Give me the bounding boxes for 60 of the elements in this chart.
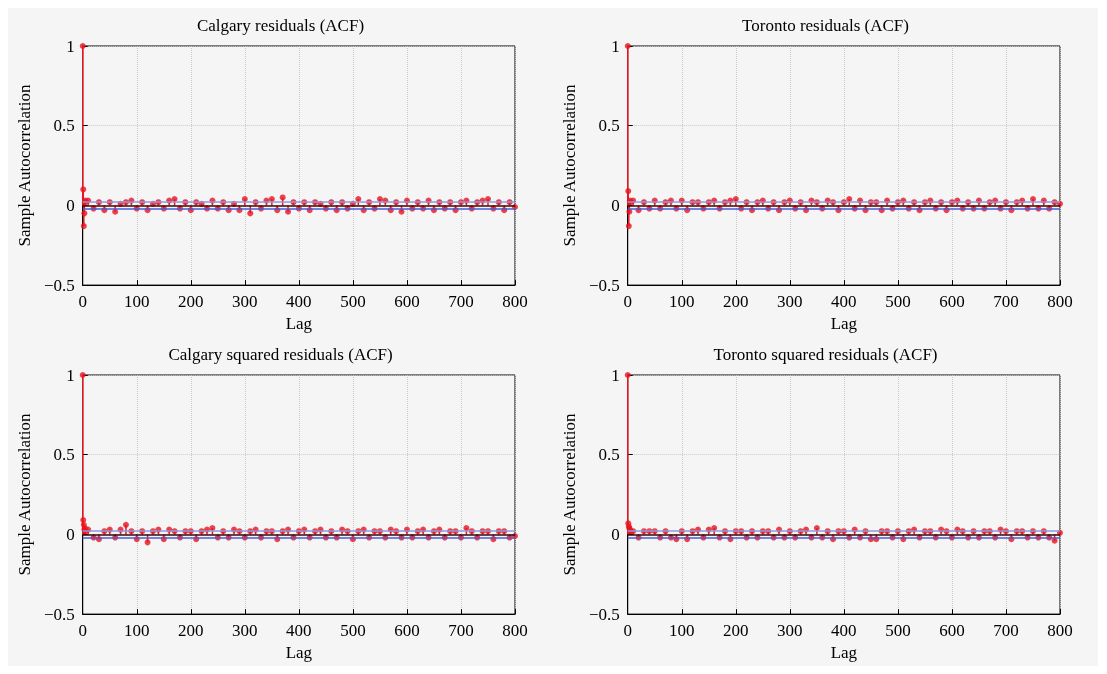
x-tick-label: 500 [340,292,366,312]
x-axis-title: Lag [285,314,313,333]
x-tick-label: 600 [939,621,965,641]
x-axis-title: Lag [285,643,313,662]
x-tick-label: 500 [885,621,911,641]
x-tick-label: 100 [124,292,150,312]
y-tick-label: 0.5 [53,116,75,136]
x-tick-label: 800 [1047,292,1073,312]
y-axis-title: Sample Autocorrelation [15,84,34,247]
y-tick-label: −0.5 [43,604,75,624]
x-tick-label: 200 [723,621,749,641]
y-axis-title: Sample Autocorrelation [560,84,579,247]
chart-title: Toronto residuals (ACF) [742,16,909,35]
x-axis-title: Lag [830,314,858,333]
x-tick-label: 500 [340,621,366,641]
x-axis-title: Lag [830,643,858,662]
x-tick-label: 400 [831,292,857,312]
y-axis-title: Sample Autocorrelation [15,413,34,576]
y-tick-label: 0 [66,524,75,544]
x-tick-label: 400 [286,292,312,312]
x-tick-label: 800 [502,621,528,641]
x-tick-label: 300 [232,292,258,312]
x-tick-label: 700 [993,292,1019,312]
x-tick-label: 200 [178,621,204,641]
x-tick-label: 200 [178,292,204,312]
x-tick-label: 400 [831,621,857,641]
y-tick-label: −0.5 [588,604,620,624]
y-tick-label: 1 [611,365,620,385]
x-tick-label: 500 [885,292,911,312]
chart-title: Toronto squared residuals (ACF) [713,345,938,364]
y-tick-label: −0.5 [43,275,75,295]
x-tick-label: 100 [669,292,695,312]
y-tick-label: 0.5 [598,445,620,465]
y-tick-label: 1 [611,36,620,56]
x-tick-label: 400 [286,621,312,641]
x-tick-label: 800 [502,292,528,312]
chart-title: Calgary residuals (ACF) [196,16,365,35]
x-tick-label: 300 [777,292,803,312]
y-tick-label: 0.5 [53,445,75,465]
x-tick-label: 300 [232,621,258,641]
x-tick-label: 600 [394,621,420,641]
y-tick-label: 1 [66,36,75,56]
x-tick-label: 700 [448,621,474,641]
x-tick-label: 600 [394,292,420,312]
y-axis-title: Sample Autocorrelation [560,413,579,576]
x-tick-label: 100 [124,621,150,641]
x-tick-label: 300 [777,621,803,641]
x-tick-label: 700 [448,292,474,312]
x-tick-label: 200 [723,292,749,312]
x-tick-label: 100 [669,621,695,641]
chart-title: Calgary squared residuals (ACF) [168,345,393,364]
y-tick-label: 0 [611,524,620,544]
y-tick-label: 0 [66,195,75,215]
x-tick-label: 700 [993,621,1019,641]
x-tick-label: 800 [1047,621,1073,641]
y-tick-label: −0.5 [588,275,620,295]
y-tick-label: 0 [611,195,620,215]
y-tick-label: 0.5 [598,116,620,136]
y-tick-label: 1 [66,365,75,385]
x-tick-label: 600 [939,292,965,312]
